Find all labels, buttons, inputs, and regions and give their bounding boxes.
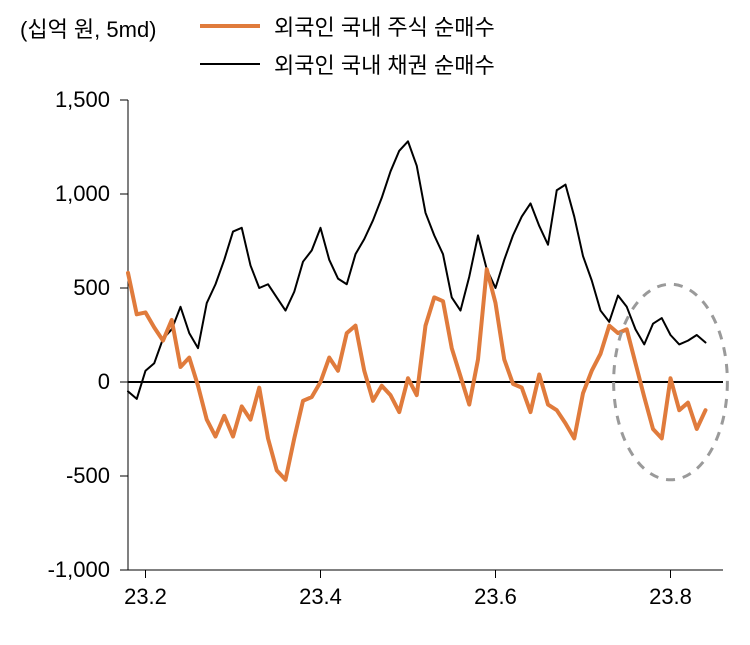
series-line — [128, 141, 706, 399]
plot-area — [0, 0, 750, 645]
chart-container: (십억 원, 5md) 외국인 국내 주식 순매수 외국인 국내 채권 순매수 … — [0, 0, 750, 645]
series-line — [128, 269, 706, 480]
